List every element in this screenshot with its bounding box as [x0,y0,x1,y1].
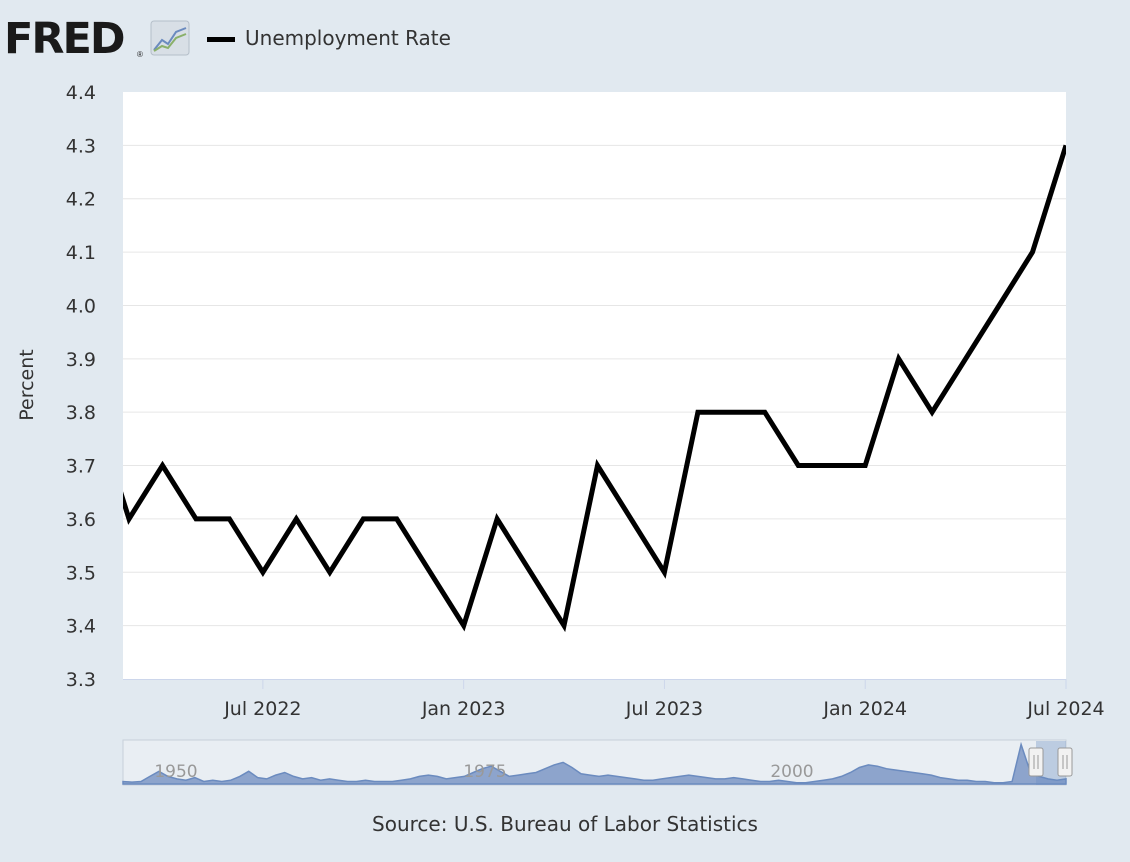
data-point[interactable] [1029,248,1037,256]
data-point[interactable] [158,462,166,470]
data-point[interactable] [794,462,802,470]
grid-lines [123,144,1066,627]
data-point[interactable] [426,568,434,576]
navigator-year-label: 1975 [463,762,506,782]
data-point[interactable] [727,408,735,416]
navigator-year-label: 1950 [154,762,197,782]
legend-label-unemployment-rate: Unemployment Rate [245,26,451,50]
fred-logo-registered-mark: ® [137,50,143,59]
navigator[interactable]: 1950 1975 2000 [122,739,1073,786]
y-tick-label: 3.8 [66,402,96,424]
y-axis-label: Percent [16,349,38,421]
legend-swatch [207,37,235,42]
x-tick-label: Jul 2024 [1026,698,1104,720]
data-point[interactable] [895,355,903,363]
data-point[interactable] [761,408,769,416]
data-point[interactable] [393,515,401,523]
y-tick-label: 3.4 [66,616,96,638]
x-tick-label: Jul 2022 [223,698,301,720]
fred-logo[interactable]: FRED [4,14,126,64]
data-point[interactable] [627,515,635,523]
chart-canvas: 3.3 3.4 3.5 3.6 3.7 3.8 3.9 4.0 4.1 4.2 4.3 4.4 Jul… [16,82,1105,786]
navigator-left-handle[interactable] [1028,747,1044,777]
navigator-year-label: 2000 [770,762,813,782]
x-tick-label: Jan 2023 [421,698,506,720]
y-axis-tick-labels: 3.3 3.4 3.5 3.6 3.7 3.8 3.9 4.0 4.1 4.2 4.3 4.4 [66,82,96,691]
navigator-series-area [122,741,1067,785]
data-point[interactable] [594,462,602,470]
data-point[interactable] [359,515,367,523]
y-tick-label: 3.7 [66,456,96,478]
data-point[interactable] [326,568,334,576]
data-point[interactable] [560,622,568,630]
data-point[interactable] [460,622,468,630]
y-tick-label: 4.1 [66,242,96,264]
data-point[interactable] [861,462,869,470]
data-point[interactable] [995,301,1003,309]
data-point[interactable] [292,515,300,523]
y-tick-label: 4.3 [66,135,96,157]
data-point[interactable] [493,515,501,523]
data-point[interactable] [694,408,702,416]
y-tick-label: 4.4 [66,82,96,104]
chart-header: FRED ® Unemployment Rate [0,0,1130,80]
y-tick-label: 4.0 [66,295,96,317]
navigator-right-handle[interactable] [1057,747,1073,777]
plot-background [123,92,1066,679]
data-point[interactable] [660,568,668,576]
navigator-labels: 1950 1975 2000 [154,762,813,782]
data-point[interactable] [225,515,233,523]
data-point[interactable] [192,515,200,523]
data-point[interactable] [1062,141,1070,149]
fred-chart-icon [150,20,190,56]
y-tick-label: 3.6 [66,509,96,531]
y-tick-label: 3.3 [66,669,96,691]
data-point[interactable] [125,515,133,523]
data-point[interactable] [928,408,936,416]
y-tick-label: 3.5 [66,562,96,584]
data-point[interactable] [259,568,267,576]
x-tick-label: Jan 2024 [822,698,907,720]
data-point[interactable] [828,462,836,470]
data-point[interactable] [527,568,535,576]
series-line-unemployment-rate[interactable] [96,144,1066,633]
x-axis-ticks: Jul 2022 Jan 2023 Jul 2023 Jan 2024 Jul 2024 [123,679,1105,720]
source-note: Source: U.S. Bureau of Labor Statistics [372,812,758,836]
y-tick-label: 4.2 [66,189,96,211]
y-tick-label: 3.9 [66,349,96,371]
x-tick-label: Jul 2023 [625,698,703,720]
data-point[interactable] [962,355,970,363]
